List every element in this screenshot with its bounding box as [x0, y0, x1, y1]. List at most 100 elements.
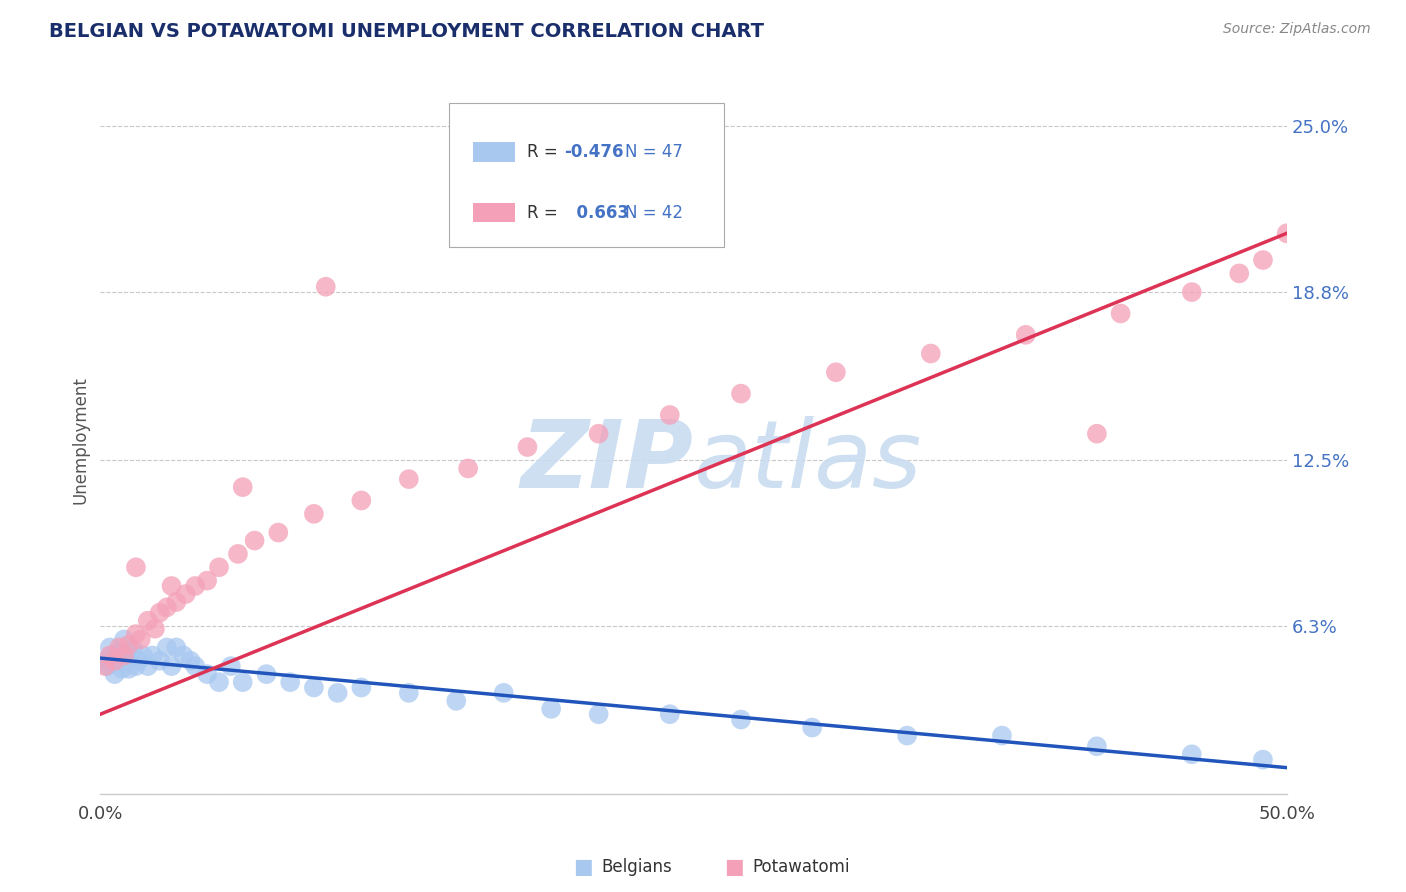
Point — [103, 667, 125, 681]
Point — [149, 654, 172, 668]
Point — [129, 632, 152, 647]
Point — [505, 200, 527, 214]
Point — [658, 408, 681, 422]
Point — [136, 614, 159, 628]
Point — [896, 729, 918, 743]
Point — [1085, 739, 1108, 754]
Y-axis label: Unemployment: Unemployment — [72, 376, 89, 504]
Text: N = 42: N = 42 — [626, 203, 683, 221]
Text: R =: R = — [527, 143, 562, 161]
Point — [184, 579, 207, 593]
Point — [156, 640, 179, 655]
Point — [588, 707, 610, 722]
Point — [302, 681, 325, 695]
Point — [156, 600, 179, 615]
Point — [398, 472, 420, 486]
Text: N = 47: N = 47 — [626, 143, 683, 161]
Text: ■: ■ — [724, 857, 744, 877]
Point — [446, 694, 468, 708]
Point — [991, 729, 1014, 743]
Point — [801, 721, 824, 735]
Point — [184, 659, 207, 673]
Point — [122, 643, 145, 657]
Text: R =: R = — [527, 203, 562, 221]
Point — [125, 627, 148, 641]
Point — [1181, 285, 1204, 299]
Point — [243, 533, 266, 548]
Point — [118, 638, 141, 652]
Text: ZIP: ZIP — [520, 416, 693, 508]
Point — [127, 654, 149, 668]
Point — [256, 667, 278, 681]
Point — [278, 675, 301, 690]
Point — [232, 675, 254, 690]
Point — [108, 646, 131, 660]
Point — [1109, 306, 1132, 320]
Point — [730, 386, 752, 401]
Point — [226, 547, 249, 561]
Point — [125, 659, 148, 673]
Point — [1227, 266, 1250, 280]
Text: Potawatomi: Potawatomi — [752, 858, 849, 876]
Text: atlas: atlas — [693, 416, 922, 508]
Point — [112, 632, 135, 647]
Point — [326, 686, 349, 700]
Point — [195, 667, 218, 681]
Point — [172, 648, 194, 663]
Point — [165, 640, 187, 655]
Point — [180, 654, 202, 668]
Point — [174, 587, 197, 601]
Point — [492, 686, 515, 700]
Point — [108, 640, 131, 655]
Point — [1085, 426, 1108, 441]
Point — [658, 707, 681, 722]
Point — [125, 560, 148, 574]
Point — [165, 595, 187, 609]
Point — [101, 648, 124, 663]
Text: 0.663: 0.663 — [565, 203, 628, 221]
Point — [208, 560, 231, 574]
Point — [232, 480, 254, 494]
Point — [219, 659, 242, 673]
Point — [98, 648, 121, 663]
Point — [94, 659, 117, 673]
Point — [588, 426, 610, 441]
Point — [267, 525, 290, 540]
Point — [120, 648, 142, 663]
Text: Belgians: Belgians — [602, 858, 672, 876]
Point — [98, 640, 121, 655]
Text: ■: ■ — [574, 857, 593, 877]
Point — [160, 579, 183, 593]
Point — [350, 681, 373, 695]
Point — [141, 648, 163, 663]
Point — [516, 440, 538, 454]
Point — [302, 507, 325, 521]
Point — [136, 659, 159, 673]
Point — [920, 346, 942, 360]
Point — [1015, 327, 1038, 342]
Point — [132, 648, 155, 663]
Point — [118, 662, 141, 676]
Point — [105, 654, 128, 668]
Point — [1251, 253, 1274, 268]
Point — [103, 654, 125, 668]
Point — [457, 461, 479, 475]
Text: BELGIAN VS POTAWATOMI UNEMPLOYMENT CORRELATION CHART: BELGIAN VS POTAWATOMI UNEMPLOYMENT CORRE… — [49, 22, 765, 41]
Point — [149, 606, 172, 620]
Point — [112, 648, 135, 663]
Point — [143, 622, 166, 636]
Text: -0.476: -0.476 — [565, 143, 624, 161]
Point — [730, 713, 752, 727]
Point — [94, 654, 117, 668]
Text: Source: ZipAtlas.com: Source: ZipAtlas.com — [1223, 22, 1371, 37]
Point — [1251, 753, 1274, 767]
Point — [195, 574, 218, 588]
Point — [111, 662, 134, 676]
Point — [315, 279, 337, 293]
Point — [350, 493, 373, 508]
Point — [540, 702, 562, 716]
Point — [115, 654, 138, 668]
Point — [825, 365, 848, 379]
Point — [1181, 747, 1204, 762]
Point — [96, 659, 118, 673]
